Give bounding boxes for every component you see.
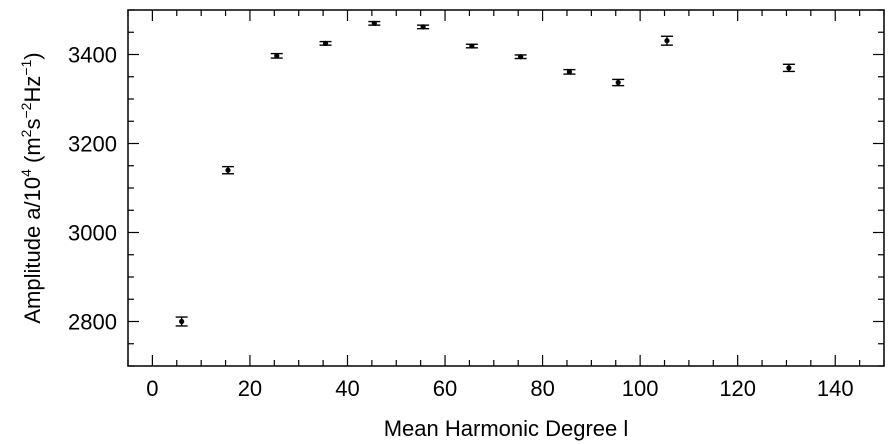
data-points (175, 20, 795, 327)
y-tick-label: 3000 (68, 221, 117, 246)
data-point (782, 63, 795, 73)
point-marker (469, 43, 475, 49)
x-tick-label: 140 (817, 376, 854, 401)
point-marker (322, 40, 329, 46)
point-marker (371, 20, 377, 26)
ticks (127, 9, 885, 367)
point-marker (179, 318, 185, 325)
y-tick-label: 3200 (68, 132, 117, 157)
y-tick-label: 3400 (68, 43, 117, 68)
point-marker (664, 38, 670, 44)
x-tick-labels: 0 20 40 60 80 100 120 140 (146, 376, 853, 401)
data-point (270, 52, 283, 59)
x-tick-label: 0 (146, 376, 158, 401)
data-point (660, 35, 673, 46)
point-marker (518, 54, 524, 60)
y-tick-label: 2800 (68, 310, 117, 335)
data-point (319, 40, 332, 46)
data-point (175, 316, 188, 327)
x-axis-title: Mean Harmonic Degree l (384, 416, 629, 441)
x-tick-label: 40 (335, 376, 359, 401)
point-marker (615, 79, 621, 86)
data-point (368, 20, 381, 26)
x-tick-label: 120 (719, 376, 756, 401)
data-point (612, 78, 625, 87)
x-tick-label: 100 (622, 376, 659, 401)
data-point (417, 24, 430, 30)
data-point (563, 68, 576, 75)
data-point (465, 43, 478, 49)
point-marker (420, 24, 426, 30)
y-axis-title: Amplitude a/104 (m2s−2Hz−1) (18, 52, 45, 323)
point-marker (566, 69, 573, 75)
x-tick-label: 60 (433, 376, 457, 401)
point-marker (274, 53, 280, 59)
data-point (221, 165, 234, 175)
point-marker (225, 167, 231, 173)
y-tick-labels: 2800 3000 3200 3400 (68, 43, 117, 335)
x-tick-label: 80 (530, 376, 554, 401)
plot-frame (127, 9, 885, 367)
data-point (514, 54, 527, 60)
x-tick-label: 20 (238, 376, 262, 401)
point-marker (786, 65, 792, 71)
